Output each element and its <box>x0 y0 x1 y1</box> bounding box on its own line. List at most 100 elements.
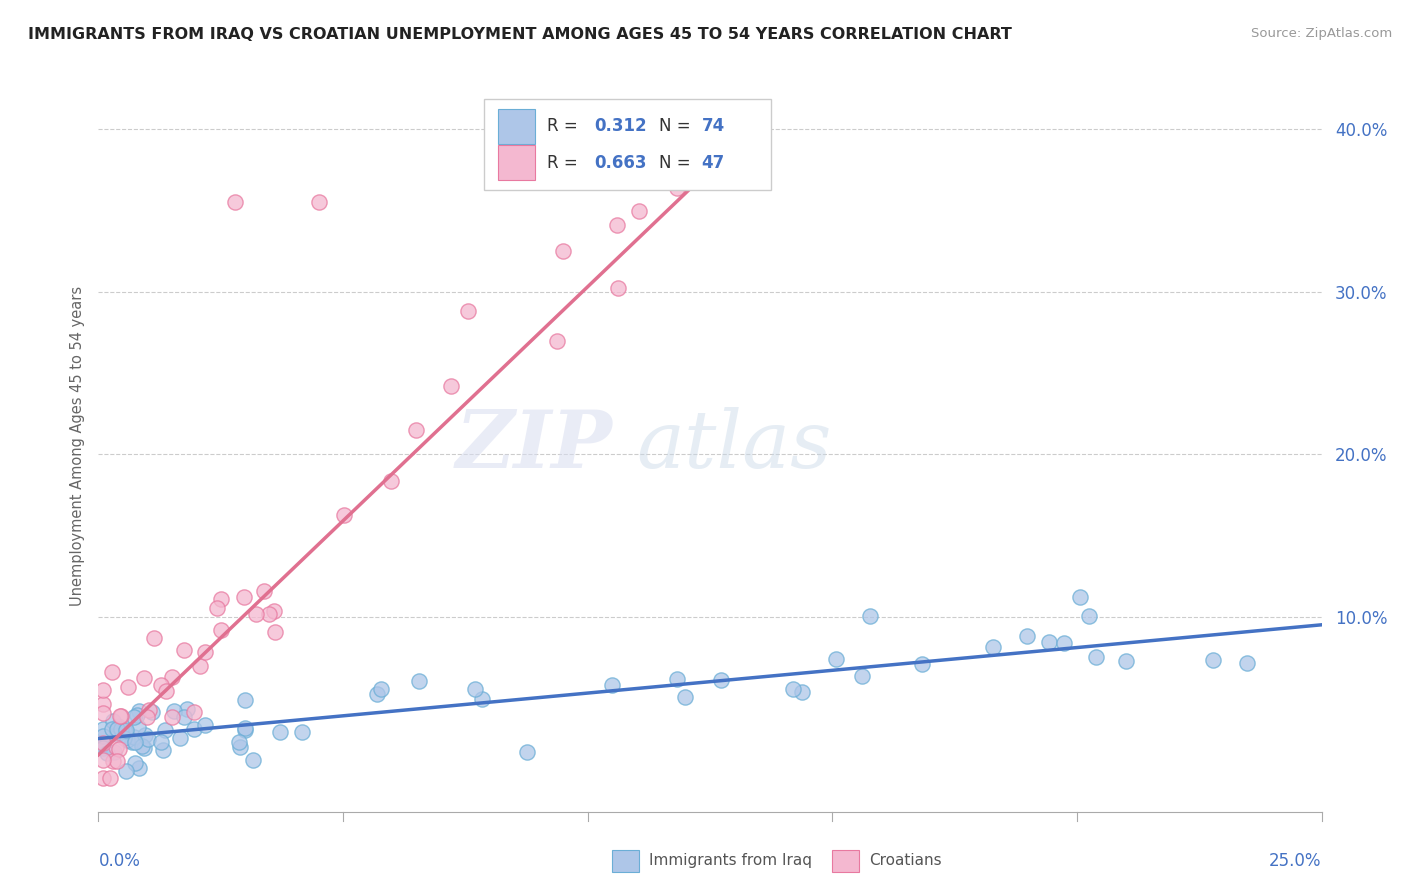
Point <box>124 756 146 771</box>
Point <box>160 670 183 684</box>
Point <box>101 722 124 736</box>
Point <box>652 161 675 175</box>
Point <box>983 640 1005 654</box>
Text: 0.0%: 0.0% <box>98 853 141 871</box>
Point <box>332 508 354 523</box>
Point <box>516 745 538 759</box>
Text: N =: N = <box>658 118 696 136</box>
FancyBboxPatch shape <box>484 99 772 190</box>
Point <box>153 723 176 738</box>
Point <box>91 723 114 737</box>
Point <box>150 735 173 749</box>
Point <box>91 736 114 750</box>
Point <box>263 604 285 618</box>
Point <box>128 761 150 775</box>
Point <box>224 195 246 210</box>
Point <box>163 704 186 718</box>
Point <box>138 702 160 716</box>
Point <box>125 708 148 723</box>
Text: ZIP: ZIP <box>456 408 612 484</box>
Point <box>209 591 232 606</box>
Point <box>105 727 128 741</box>
Text: R =: R = <box>547 154 583 172</box>
Point <box>666 673 689 687</box>
Point <box>114 723 136 738</box>
Point <box>112 731 135 745</box>
Point <box>100 771 122 785</box>
Point <box>114 724 136 739</box>
Point <box>91 698 114 712</box>
Point <box>91 741 114 756</box>
Point <box>380 475 402 489</box>
Point <box>464 682 486 697</box>
Point <box>471 692 494 706</box>
Point <box>169 731 191 745</box>
Point <box>115 733 138 747</box>
Point <box>122 730 145 744</box>
Point <box>233 693 256 707</box>
Point <box>194 718 217 732</box>
Point <box>666 180 689 194</box>
Point <box>606 218 628 232</box>
Point <box>194 645 217 659</box>
Bar <box>612 850 640 871</box>
Point <box>131 739 153 753</box>
Text: IMMIGRANTS FROM IRAQ VS CROATIAN UNEMPLOYMENT AMONG AGES 45 TO 54 YEARS CORRELAT: IMMIGRANTS FROM IRAQ VS CROATIAN UNEMPLO… <box>28 27 1012 42</box>
Point <box>136 731 159 746</box>
Point <box>91 739 114 754</box>
Point <box>1085 650 1108 665</box>
Point <box>252 584 274 599</box>
Point <box>105 754 128 768</box>
Point <box>1202 653 1225 667</box>
Point <box>245 607 267 621</box>
Point <box>1053 635 1076 649</box>
Point <box>136 710 159 724</box>
Point <box>851 669 873 683</box>
Point <box>911 657 934 672</box>
Point <box>121 735 143 749</box>
Point <box>291 725 314 739</box>
Point <box>110 722 132 736</box>
Point <box>1078 608 1101 623</box>
Point <box>627 204 650 219</box>
Bar <box>498 145 536 180</box>
Point <box>1236 657 1258 671</box>
Point <box>101 754 124 768</box>
Text: 47: 47 <box>702 154 724 172</box>
Point <box>859 608 882 623</box>
Point <box>110 709 132 723</box>
Point <box>100 665 122 679</box>
Point <box>176 702 198 716</box>
Point <box>160 710 183 724</box>
Point <box>263 624 285 639</box>
Point <box>233 723 256 737</box>
Point <box>127 720 149 734</box>
Point <box>825 652 848 666</box>
Point <box>1038 635 1060 649</box>
Text: R =: R = <box>547 118 583 136</box>
Point <box>366 687 388 701</box>
Point <box>188 659 211 673</box>
Point <box>228 735 250 749</box>
Y-axis label: Unemployment Among Ages 45 to 54 years: Unemployment Among Ages 45 to 54 years <box>69 286 84 606</box>
Point <box>183 706 205 720</box>
Point <box>370 682 392 697</box>
Point <box>108 709 131 723</box>
Point <box>1115 654 1137 668</box>
Text: 0.312: 0.312 <box>593 118 647 136</box>
Point <box>233 590 256 604</box>
Point <box>457 304 479 318</box>
Point <box>183 722 205 736</box>
Point <box>228 740 250 755</box>
Point <box>134 728 156 742</box>
Point <box>553 244 575 258</box>
Point <box>91 682 114 697</box>
Point <box>117 680 139 694</box>
Point <box>209 623 232 637</box>
Point <box>308 195 330 210</box>
Point <box>141 705 163 719</box>
Point <box>107 719 129 733</box>
Text: N =: N = <box>658 154 696 172</box>
Point <box>259 607 281 622</box>
Point <box>242 753 264 767</box>
